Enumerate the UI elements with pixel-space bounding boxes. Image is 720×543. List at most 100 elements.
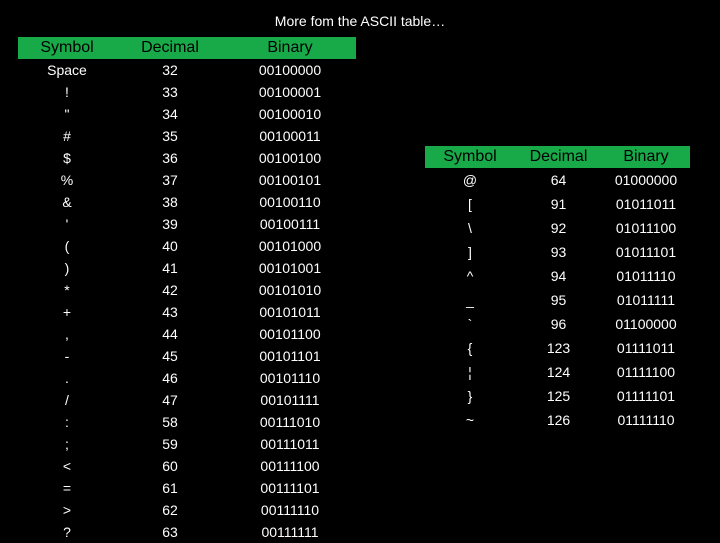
cell-binary: 00101001 [224,260,356,276]
table-row: >6200111110 [18,499,356,521]
cell-symbol: _ [425,292,515,308]
cell-decimal: 64 [515,172,602,188]
cell-symbol: \ [425,220,515,236]
cell-binary: 00100100 [224,150,356,166]
cell-symbol: # [18,128,116,144]
cell-decimal: 61 [116,480,224,496]
cell-binary: 00100001 [224,84,356,100]
table-row: ;5900111011 [18,433,356,455]
cell-decimal: 46 [116,370,224,386]
cell-symbol: , [18,326,116,342]
cell-symbol: ~ [425,412,515,428]
table-row: /4700101111 [18,389,356,411]
cell-decimal: 92 [515,220,602,236]
table-row: %3700100101 [18,169,356,191]
cell-binary: 01111011 [602,340,690,356]
cell-symbol: > [18,502,116,518]
cell-binary: 00100101 [224,172,356,188]
cell-symbol: ^ [425,268,515,284]
cell-decimal: 47 [116,392,224,408]
cell-binary: 01011110 [602,268,690,284]
cell-symbol: ] [425,244,515,260]
cell-symbol: < [18,458,116,474]
cell-decimal: 59 [116,436,224,452]
table-header-row: Symbol Decimal Binary [425,146,690,168]
table-row: $3600100100 [18,147,356,169]
cell-binary: 01000000 [602,172,690,188]
cell-symbol: $ [18,150,116,166]
cell-binary: 00101010 [224,282,356,298]
cell-decimal: 43 [116,304,224,320]
cell-symbol: Space [18,62,116,78]
ascii-table-right: Symbol Decimal Binary @6401000000[910101… [425,146,690,432]
cell-binary: 00100110 [224,194,356,210]
cell-decimal: 45 [116,348,224,364]
cell-symbol: ¦ [425,364,515,380]
cell-symbol: @ [425,172,515,188]
cell-symbol: & [18,194,116,210]
cell-decimal: 62 [116,502,224,518]
table-row: =6100111101 [18,477,356,499]
cell-decimal: 125 [515,388,602,404]
cell-symbol: . [18,370,116,386]
table-row: \9201011100 [425,216,690,240]
table-row: *4200101010 [18,279,356,301]
cell-decimal: 41 [116,260,224,276]
cell-symbol: { [425,340,515,356]
cell-binary: 01100000 [602,316,690,332]
table-row: )4100101001 [18,257,356,279]
table-row: +4300101011 [18,301,356,323]
cell-symbol: * [18,282,116,298]
cell-decimal: 124 [515,364,602,380]
table-row: -4500101101 [18,345,356,367]
header-binary: Binary [602,148,690,166]
table-row: (4000101000 [18,235,356,257]
table-row: .4600101110 [18,367,356,389]
table-row: <6000111100 [18,455,356,477]
cell-symbol: - [18,348,116,364]
cell-decimal: 36 [116,150,224,166]
table-row: [9101011011 [425,192,690,216]
cell-binary: 01111110 [602,412,690,428]
cell-decimal: 39 [116,216,224,232]
cell-symbol: [ [425,196,515,212]
cell-decimal: 91 [515,196,602,212]
cell-binary: 00111011 [224,436,356,452]
cell-binary: 01111100 [602,364,690,380]
cell-decimal: 40 [116,238,224,254]
cell-symbol: : [18,414,116,430]
cell-binary: 01011101 [602,244,690,260]
cell-symbol: = [18,480,116,496]
cell-decimal: 123 [515,340,602,356]
table-row: }12501111101 [425,384,690,408]
cell-binary: 01011111 [602,292,690,308]
cell-symbol: ? [18,524,116,540]
table-row: ~12601111110 [425,408,690,432]
cell-symbol: } [425,388,515,404]
header-decimal: Decimal [116,39,224,57]
cell-binary: 00111110 [224,502,356,518]
cell-binary: 00111101 [224,480,356,496]
cell-decimal: 95 [515,292,602,308]
header-binary: Binary [224,39,356,57]
cell-decimal: 38 [116,194,224,210]
table-row: _9501011111 [425,288,690,312]
table-header-row: Symbol Decimal Binary [18,37,356,59]
cell-symbol: ; [18,436,116,452]
cell-decimal: 58 [116,414,224,430]
cell-decimal: 33 [116,84,224,100]
cell-binary: 00101111 [224,392,356,408]
cell-symbol: " [18,106,116,122]
cell-decimal: 126 [515,412,602,428]
cell-binary: 00100000 [224,62,356,78]
cell-symbol: ` [425,316,515,332]
table-row: ]9301011101 [425,240,690,264]
page-title: More fom the ASCII table… [0,13,720,29]
table-row: ,4400101100 [18,323,356,345]
cell-binary: 00111100 [224,458,356,474]
table-row: @6401000000 [425,168,690,192]
table-row: #3500100011 [18,125,356,147]
cell-binary: 00100010 [224,106,356,122]
table-row: {12301111011 [425,336,690,360]
cell-binary: 00100011 [224,128,356,144]
